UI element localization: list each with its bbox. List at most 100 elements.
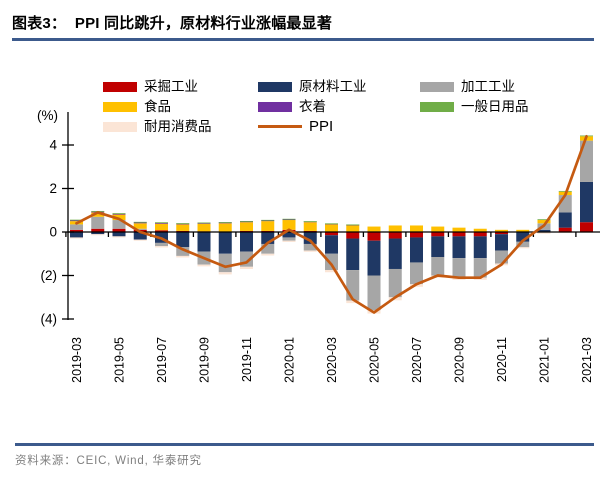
bar-segment — [473, 228, 487, 232]
bar-segment — [176, 223, 190, 224]
bar-segment — [537, 220, 551, 224]
stacked-bar — [473, 228, 487, 280]
bar-segment — [261, 219, 275, 221]
stacked-bar — [155, 222, 168, 248]
bar-segment — [218, 253, 232, 273]
bar-segment — [240, 232, 253, 252]
x-tick-label: 2019-05 — [113, 337, 127, 383]
legend-label: 采掘工业 — [144, 79, 198, 94]
y-tick-label: 2 — [49, 181, 57, 196]
bar-segment — [325, 224, 338, 232]
x-tick-label: 2019-09 — [198, 337, 212, 383]
bar-segment — [473, 232, 487, 237]
bar-segment — [176, 223, 190, 225]
bar-segment — [218, 222, 232, 224]
bar-segment — [240, 221, 253, 223]
stacked-bar — [218, 222, 232, 275]
bar-segment — [452, 227, 466, 232]
bar-segment — [218, 222, 232, 223]
bar-segment — [91, 232, 105, 235]
legend-color-swatch — [420, 101, 454, 112]
y-tick-label: (2) — [41, 268, 58, 283]
bar-segment — [155, 246, 168, 248]
x-tick-label: 2021-03 — [580, 337, 594, 383]
stacked-bar — [516, 229, 530, 249]
legend-label: 一般日用品 — [461, 99, 529, 114]
bar-segment — [473, 236, 487, 259]
bar-segment — [70, 232, 83, 238]
y-tick-label: (4) — [41, 312, 58, 327]
bar-segment — [282, 237, 296, 241]
bar-segment — [367, 275, 381, 311]
bar-segment — [133, 223, 147, 229]
bar-segment — [325, 270, 338, 273]
legend-color-swatch — [103, 81, 137, 92]
y-tick-labels: 4 2 0 (2) (4) (%) — [37, 108, 58, 327]
bar-segment — [558, 227, 572, 232]
bars-group — [70, 135, 593, 314]
bar-segment — [112, 220, 126, 229]
bar-segment — [91, 212, 105, 217]
bar-segment — [240, 220, 253, 222]
bar-segment — [155, 223, 168, 231]
bar-segment — [91, 228, 105, 232]
legend-color-swatch — [420, 81, 454, 92]
bar-segment — [580, 222, 593, 232]
bar-segment — [516, 247, 530, 249]
bar-segment — [495, 232, 508, 235]
bar-segment — [410, 237, 423, 263]
bar-segment — [325, 235, 338, 254]
stacked-bar — [452, 227, 466, 280]
bar-segment — [70, 220, 83, 222]
bar-segment — [261, 232, 275, 244]
bar-segment — [218, 232, 232, 254]
bar-segment — [410, 262, 423, 285]
bar-segment — [112, 228, 126, 232]
legend-color-swatch — [258, 81, 292, 92]
bar-segment — [537, 232, 551, 234]
y-axis-unit-label: (%) — [37, 108, 58, 123]
bar-segment — [261, 220, 275, 222]
bar-segment — [495, 250, 508, 264]
legend-line-swatch — [258, 125, 302, 128]
ppi-line — [75, 134, 588, 314]
title-rule — [12, 38, 594, 41]
legend-label: PPI — [309, 118, 334, 135]
bar-segment — [240, 266, 253, 269]
stacked-bar — [261, 219, 275, 256]
stacked-bar — [325, 223, 338, 273]
bar-segment — [155, 242, 168, 247]
legend-item: 耐用消费品 — [103, 120, 258, 133]
bar-segment — [218, 223, 232, 232]
legend-item: 采掘工业 — [103, 80, 258, 93]
bar-segment — [388, 232, 402, 239]
bar-segment — [303, 243, 317, 251]
bar-segment — [91, 234, 105, 236]
bar-segment — [197, 232, 211, 252]
bar-segment — [495, 234, 508, 251]
y-tick-label: 4 — [49, 138, 57, 153]
legend-color-swatch — [258, 101, 292, 112]
bar-segment — [303, 232, 317, 244]
bar-segment — [133, 222, 147, 224]
bar-segment — [240, 222, 253, 231]
stacked-bar — [388, 225, 402, 301]
bar-segment — [388, 268, 402, 298]
bar-segment — [516, 241, 530, 248]
stacked-bar — [410, 225, 423, 287]
bar-segment — [367, 232, 381, 241]
bar-segment — [133, 221, 147, 223]
bar-segment — [516, 229, 530, 232]
bar-segment — [431, 257, 445, 276]
bar-segment — [112, 232, 126, 237]
legend-item: 食品 — [103, 100, 258, 113]
bar-segment — [91, 216, 105, 229]
bar-segment — [431, 236, 445, 258]
bar-segment — [537, 219, 551, 221]
y-tick-label: 0 — [49, 225, 57, 240]
bar-segment — [176, 232, 190, 248]
legend-label: 加工工业 — [461, 79, 515, 94]
legend-item: PPI — [258, 118, 420, 135]
bar-segment — [197, 264, 211, 267]
bar-segment — [112, 214, 126, 221]
